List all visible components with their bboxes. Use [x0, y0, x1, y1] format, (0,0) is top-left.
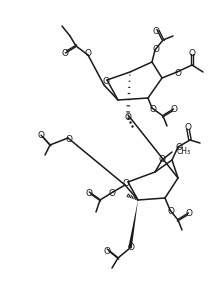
Text: O: O: [65, 134, 73, 143]
Text: O: O: [170, 104, 178, 113]
Text: O: O: [109, 188, 115, 198]
Text: O: O: [174, 68, 182, 78]
Text: O: O: [125, 113, 131, 121]
Text: O: O: [184, 123, 192, 132]
Text: O: O: [186, 209, 192, 218]
Text: O: O: [127, 243, 135, 252]
Text: O: O: [188, 48, 196, 57]
Text: O: O: [176, 143, 182, 151]
Text: O: O: [103, 246, 111, 256]
Text: O: O: [61, 48, 69, 57]
Text: O: O: [123, 179, 129, 188]
Text: O: O: [85, 50, 91, 59]
Text: O: O: [38, 130, 44, 140]
Text: CH₃: CH₃: [177, 147, 191, 156]
Text: O: O: [85, 190, 93, 198]
Text: O: O: [153, 27, 159, 35]
Text: O: O: [149, 104, 157, 113]
Text: O: O: [153, 44, 159, 53]
Text: O: O: [168, 207, 174, 215]
Polygon shape: [128, 200, 138, 248]
Text: O: O: [159, 155, 165, 164]
Text: O: O: [103, 78, 109, 87]
